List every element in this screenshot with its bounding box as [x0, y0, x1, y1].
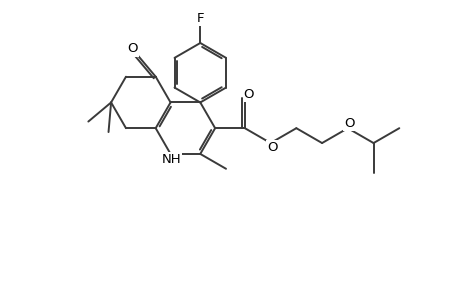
Text: O: O: [344, 117, 354, 130]
Text: O: O: [127, 43, 138, 56]
Text: NH: NH: [162, 153, 181, 167]
Text: O: O: [267, 142, 277, 154]
Text: F: F: [196, 12, 204, 25]
Text: O: O: [243, 88, 253, 101]
